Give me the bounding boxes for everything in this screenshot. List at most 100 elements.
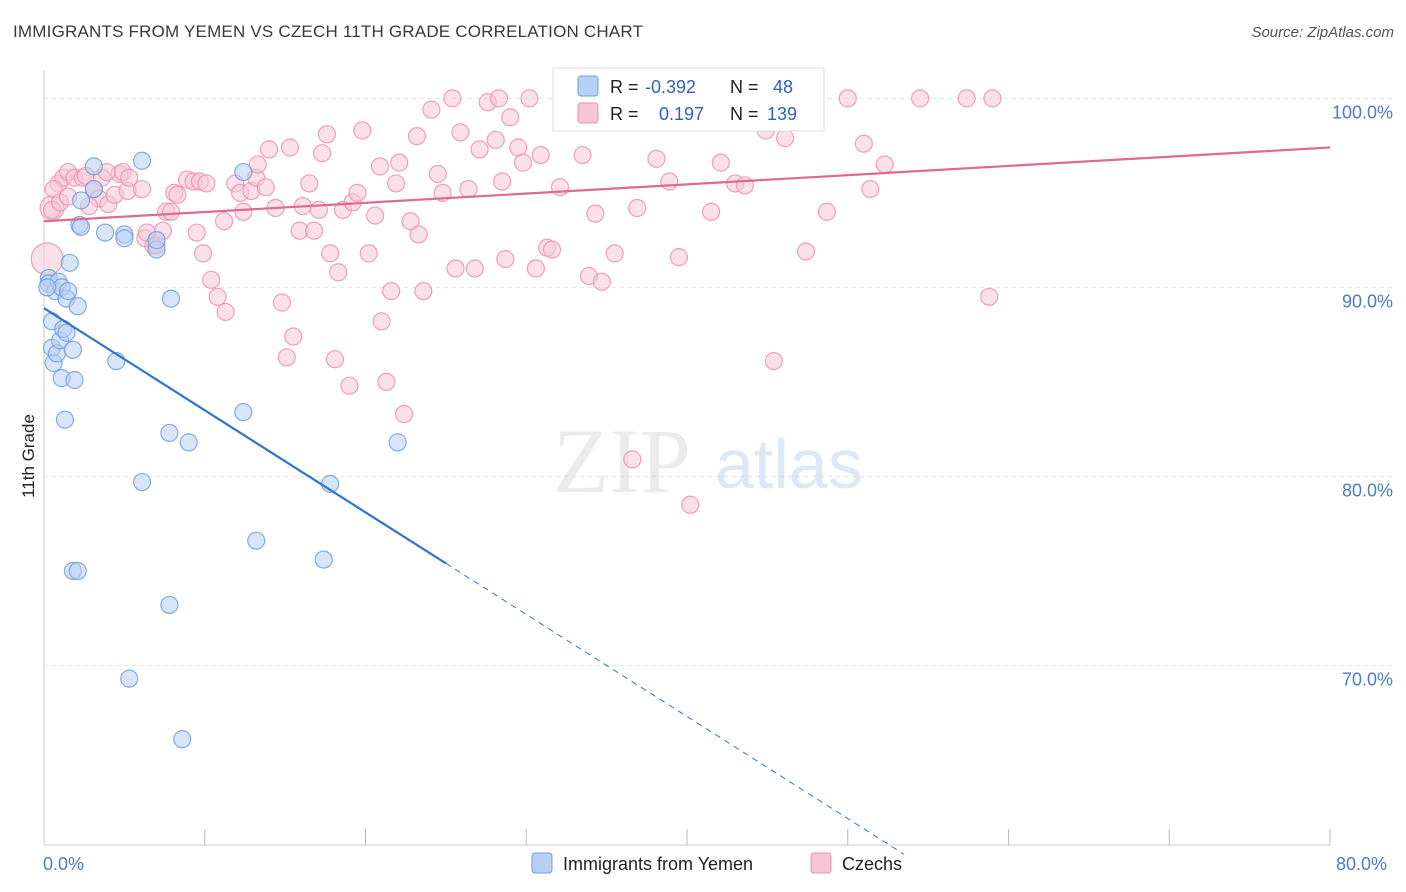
czechs-point-70 [386, 174, 406, 193]
axes [43, 70, 1331, 846]
yemen-point-26 [84, 157, 103, 176]
czechs-point-129 [875, 155, 894, 174]
czechs-point-43 [256, 178, 275, 197]
czechs-point-134 [854, 134, 873, 153]
y-tick-label-90: 90.0% [1342, 291, 1393, 311]
czechs-point-119 [735, 176, 754, 195]
yemen-point-32 [132, 151, 152, 170]
yemen-point-37 [160, 595, 179, 615]
czechs-point-35 [214, 212, 234, 231]
czechs-points [30, 89, 1002, 514]
czechs-point-77 [422, 100, 441, 119]
czechs-point-72 [394, 404, 414, 424]
x-tick-labels: 0.0% 80.0% [43, 854, 1387, 874]
czechs-r-value: 0.197 [659, 104, 704, 124]
yemen-point-30 [115, 229, 134, 248]
czechs-point-133 [983, 89, 1002, 108]
czechs-point-26 [168, 185, 187, 204]
yemen-point-40 [179, 433, 198, 452]
x-tick-label-min: 0.0% [43, 854, 84, 874]
czechs-point-56 [317, 125, 337, 144]
yemen-point-25 [84, 179, 103, 199]
watermark-atlas: atlas [715, 425, 863, 503]
yemen-point-19 [65, 370, 84, 390]
trend-lines [43, 146, 1331, 855]
legend-czechs-label: Czechs [842, 854, 902, 874]
yemen-point-16 [60, 253, 79, 272]
x-tick-label-max: 80.0% [1336, 854, 1387, 874]
czechs-point-81 [446, 259, 465, 278]
czechs-point-58 [325, 350, 345, 369]
czechs-point-55 [312, 144, 332, 163]
czechs-point-80 [443, 89, 462, 108]
czechs-point-63 [348, 183, 367, 202]
czechs-point-66 [366, 206, 385, 225]
czechs-point-29 [187, 223, 206, 242]
czechs-point-111 [647, 149, 666, 168]
czechs-point-112 [660, 172, 679, 191]
yemen-point-33 [132, 472, 152, 492]
yemen-point-36 [160, 423, 179, 443]
yemen-r-value: -0.392 [645, 77, 696, 97]
yemen-point-38 [161, 289, 181, 308]
yemen-point-24 [71, 217, 91, 236]
yemen-trend-extension [445, 562, 905, 855]
czechs-point-16 [120, 168, 139, 187]
czechs-point-142 [372, 312, 391, 331]
czechs-point-93 [513, 153, 533, 172]
yemen-point-43 [247, 531, 266, 550]
czechs-point-83 [459, 179, 478, 199]
czechs-point-68 [377, 372, 396, 391]
yemen-point-13 [57, 323, 76, 342]
czechs-point-91 [501, 108, 520, 127]
czechs-point-48 [280, 138, 300, 157]
yemen-point-35 [147, 231, 166, 250]
czechs-point-113 [669, 248, 689, 267]
czechs-point-99 [550, 178, 570, 197]
czechs-swatch [577, 102, 599, 124]
czechs-point-64 [353, 121, 372, 140]
czechs-point-127 [838, 89, 857, 108]
chart-title: IMMIGRANTS FROM YEMEN VS CZECH 11TH GRAD… [13, 22, 644, 41]
y-tick-labels: 70.0% 80.0% 90.0% 100.0% [1332, 102, 1393, 689]
czechs-point-96 [531, 145, 550, 165]
czechs-point-46 [272, 293, 292, 312]
czechs-point-109 [628, 198, 647, 218]
czechs-point-52 [300, 174, 319, 193]
yemen-trend-line [43, 307, 447, 565]
czechs-point-117 [711, 153, 730, 172]
czechs-point-73 [401, 212, 420, 231]
legend-yemen-swatch [531, 852, 553, 874]
yemen-point-23 [71, 191, 91, 210]
czechs-point-67 [370, 157, 390, 176]
czechs-point-106 [605, 244, 624, 263]
czechs-point-108 [623, 450, 642, 469]
yemen-r-label: R = [610, 77, 639, 97]
czechs-point-33 [202, 270, 221, 289]
czechs-point-105 [592, 272, 611, 291]
czechs-point-53 [304, 221, 324, 240]
czechs-point-104 [586, 204, 605, 223]
czechs-point-36 [216, 302, 235, 322]
czechs-point-39 [234, 202, 253, 221]
czechs-point-59 [329, 263, 348, 282]
czechs-point-85 [470, 140, 489, 159]
czechs-point-131 [957, 89, 976, 108]
czechs-point-130 [910, 89, 930, 108]
yemen-point-27 [95, 223, 115, 242]
czechs-point-75 [409, 225, 428, 244]
czechs-point-57 [321, 244, 340, 263]
yemen-point-17 [63, 340, 83, 359]
y-tick-label-100: 100.0% [1332, 102, 1393, 122]
yemen-n-value: 48 [773, 77, 793, 97]
czechs-point-98 [542, 240, 562, 259]
czechs-point-44 [259, 140, 279, 159]
czechs-point-82 [451, 123, 470, 142]
yemen-point-12 [55, 410, 74, 429]
yemen-swatch [577, 75, 599, 97]
yemen-point-41 [234, 162, 253, 182]
yemen-n-label: N = [730, 77, 759, 97]
czechs-r-label: R = [610, 104, 639, 124]
czechs-point-42 [248, 155, 267, 174]
